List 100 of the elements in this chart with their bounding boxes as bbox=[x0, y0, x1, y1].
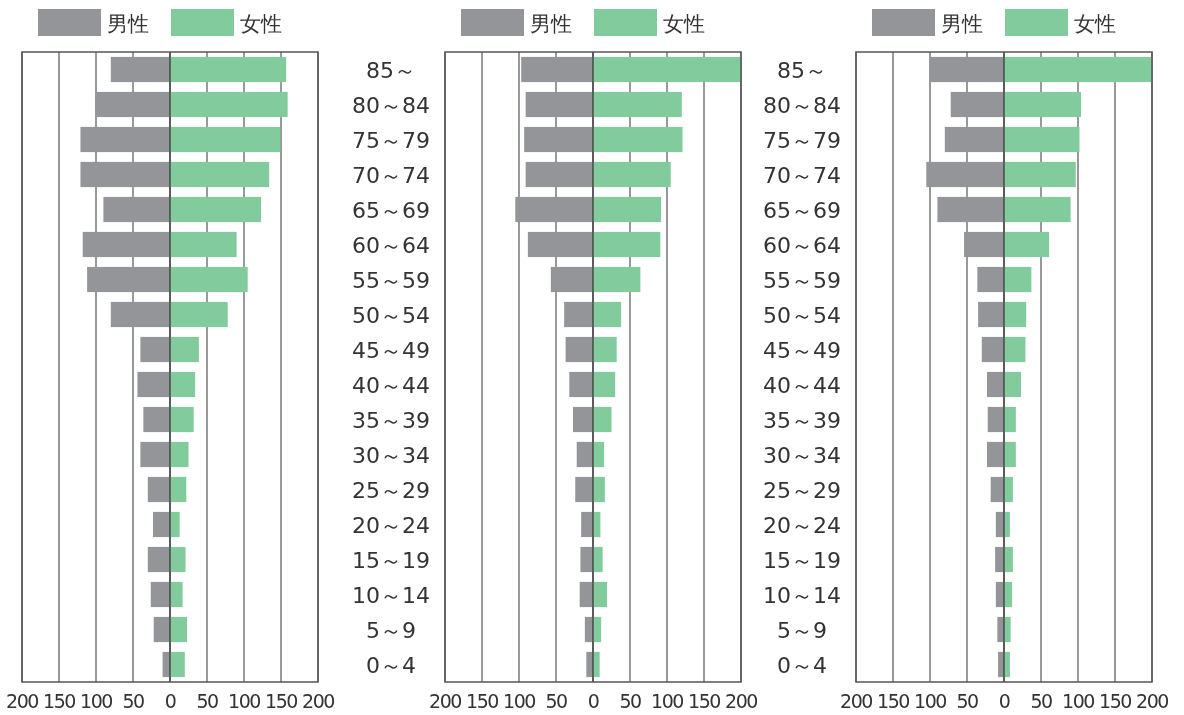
bar bbox=[550, 266, 593, 293]
y-tick-label: 5～9 bbox=[366, 617, 416, 643]
x-tick-label: 100 bbox=[914, 690, 947, 712]
y-tick-label: 35～39 bbox=[763, 407, 841, 433]
bar bbox=[170, 161, 270, 188]
y-tick-label: 20～24 bbox=[763, 512, 841, 538]
bar bbox=[87, 266, 170, 293]
y-tick-label: 20～24 bbox=[352, 512, 430, 538]
y-tick-label: 30～34 bbox=[352, 442, 430, 468]
bar bbox=[1004, 371, 1022, 398]
bar bbox=[964, 231, 1004, 258]
bar bbox=[593, 231, 661, 258]
bar bbox=[527, 231, 593, 258]
bar bbox=[170, 476, 187, 503]
bar bbox=[569, 371, 593, 398]
y-tick-label: 75～79 bbox=[352, 127, 430, 153]
bar bbox=[170, 371, 196, 398]
x-tick-label: 150 bbox=[466, 690, 499, 712]
bar bbox=[1004, 441, 1016, 468]
y-tick-label: 60～64 bbox=[352, 232, 430, 258]
y-tick-label: 60～64 bbox=[763, 232, 841, 258]
y-tick-label: 65～69 bbox=[763, 197, 841, 223]
bar bbox=[152, 511, 170, 538]
bar bbox=[170, 406, 194, 433]
bar bbox=[170, 546, 186, 573]
legend-label: 男性 bbox=[107, 12, 149, 36]
x-tick-label: 100 bbox=[80, 690, 113, 712]
bar bbox=[593, 126, 683, 153]
y-tick-label: 75～79 bbox=[763, 127, 841, 153]
bar bbox=[944, 126, 1004, 153]
y-tick-label: 55～59 bbox=[352, 267, 430, 293]
x-tick-label: 100 bbox=[1062, 690, 1095, 712]
x-tick-label: 0 bbox=[587, 690, 599, 712]
y-tick-label: 50～54 bbox=[352, 302, 430, 328]
bar bbox=[593, 476, 605, 503]
bar bbox=[153, 616, 170, 643]
bar bbox=[593, 161, 671, 188]
bar bbox=[1004, 161, 1076, 188]
bar bbox=[565, 336, 593, 363]
y-tick-label: 40～44 bbox=[352, 372, 430, 398]
x-tick-label: 200 bbox=[1136, 690, 1169, 712]
y-tick-label: 45～49 bbox=[352, 337, 430, 363]
bar bbox=[170, 196, 262, 223]
y-tick-label: 35～39 bbox=[352, 407, 430, 433]
bar bbox=[137, 371, 170, 398]
bar bbox=[525, 91, 593, 118]
bar bbox=[576, 441, 593, 468]
bar bbox=[521, 56, 593, 83]
x-tick-label: 200 bbox=[302, 690, 335, 712]
y-tick-label: 40～44 bbox=[763, 372, 841, 398]
bar bbox=[170, 651, 185, 678]
bar bbox=[103, 196, 170, 223]
x-tick-label: 150 bbox=[265, 690, 298, 712]
legend-label: 女性 bbox=[1074, 12, 1116, 36]
y-tick-label: 15～19 bbox=[763, 547, 841, 573]
x-tick-label: 50 bbox=[545, 690, 567, 712]
bar bbox=[1004, 406, 1016, 433]
y-tick-label: 55～59 bbox=[763, 267, 841, 293]
x-tick-label: 150 bbox=[877, 690, 910, 712]
y-tick-label: 10～14 bbox=[352, 582, 430, 608]
legend-label: 女性 bbox=[240, 12, 282, 36]
y-tick-label: 10～14 bbox=[763, 582, 841, 608]
x-tick-label: 150 bbox=[1099, 690, 1132, 712]
y-tick-label: 80～84 bbox=[352, 92, 430, 118]
bar bbox=[170, 126, 281, 153]
bar bbox=[80, 161, 170, 188]
y-tick-label: 70～74 bbox=[763, 162, 841, 188]
y-tick-label: 50～54 bbox=[763, 302, 841, 328]
bar bbox=[82, 231, 170, 258]
y-tick-label: 15～19 bbox=[352, 547, 430, 573]
x-tick-label: 200 bbox=[6, 690, 39, 712]
bar bbox=[170, 441, 189, 468]
bar bbox=[1004, 336, 1026, 363]
y-tick-label: 0～4 bbox=[366, 652, 416, 678]
legend-label: 男性 bbox=[530, 12, 572, 36]
x-tick-label: 50 bbox=[619, 690, 641, 712]
bar bbox=[593, 91, 682, 118]
bar bbox=[170, 336, 199, 363]
bar bbox=[170, 511, 180, 538]
y-tick-label: 0～4 bbox=[777, 652, 827, 678]
bar bbox=[981, 336, 1004, 363]
bar bbox=[575, 476, 593, 503]
bar bbox=[573, 406, 593, 433]
x-tick-label: 200 bbox=[725, 690, 758, 712]
bar bbox=[147, 476, 170, 503]
bar bbox=[593, 581, 608, 608]
y-tick-label: 30～34 bbox=[763, 442, 841, 468]
y-tick-label: 65～69 bbox=[352, 197, 430, 223]
bar bbox=[978, 301, 1004, 328]
bar bbox=[524, 126, 593, 153]
bar bbox=[564, 301, 593, 328]
x-tick-label: 100 bbox=[503, 690, 536, 712]
bar bbox=[581, 511, 593, 538]
y-tick-label: 45～49 bbox=[763, 337, 841, 363]
bar bbox=[170, 616, 188, 643]
bar bbox=[147, 546, 170, 573]
bar bbox=[986, 441, 1004, 468]
x-tick-label: 50 bbox=[122, 690, 144, 712]
bar bbox=[170, 231, 237, 258]
bar bbox=[1004, 56, 1152, 83]
